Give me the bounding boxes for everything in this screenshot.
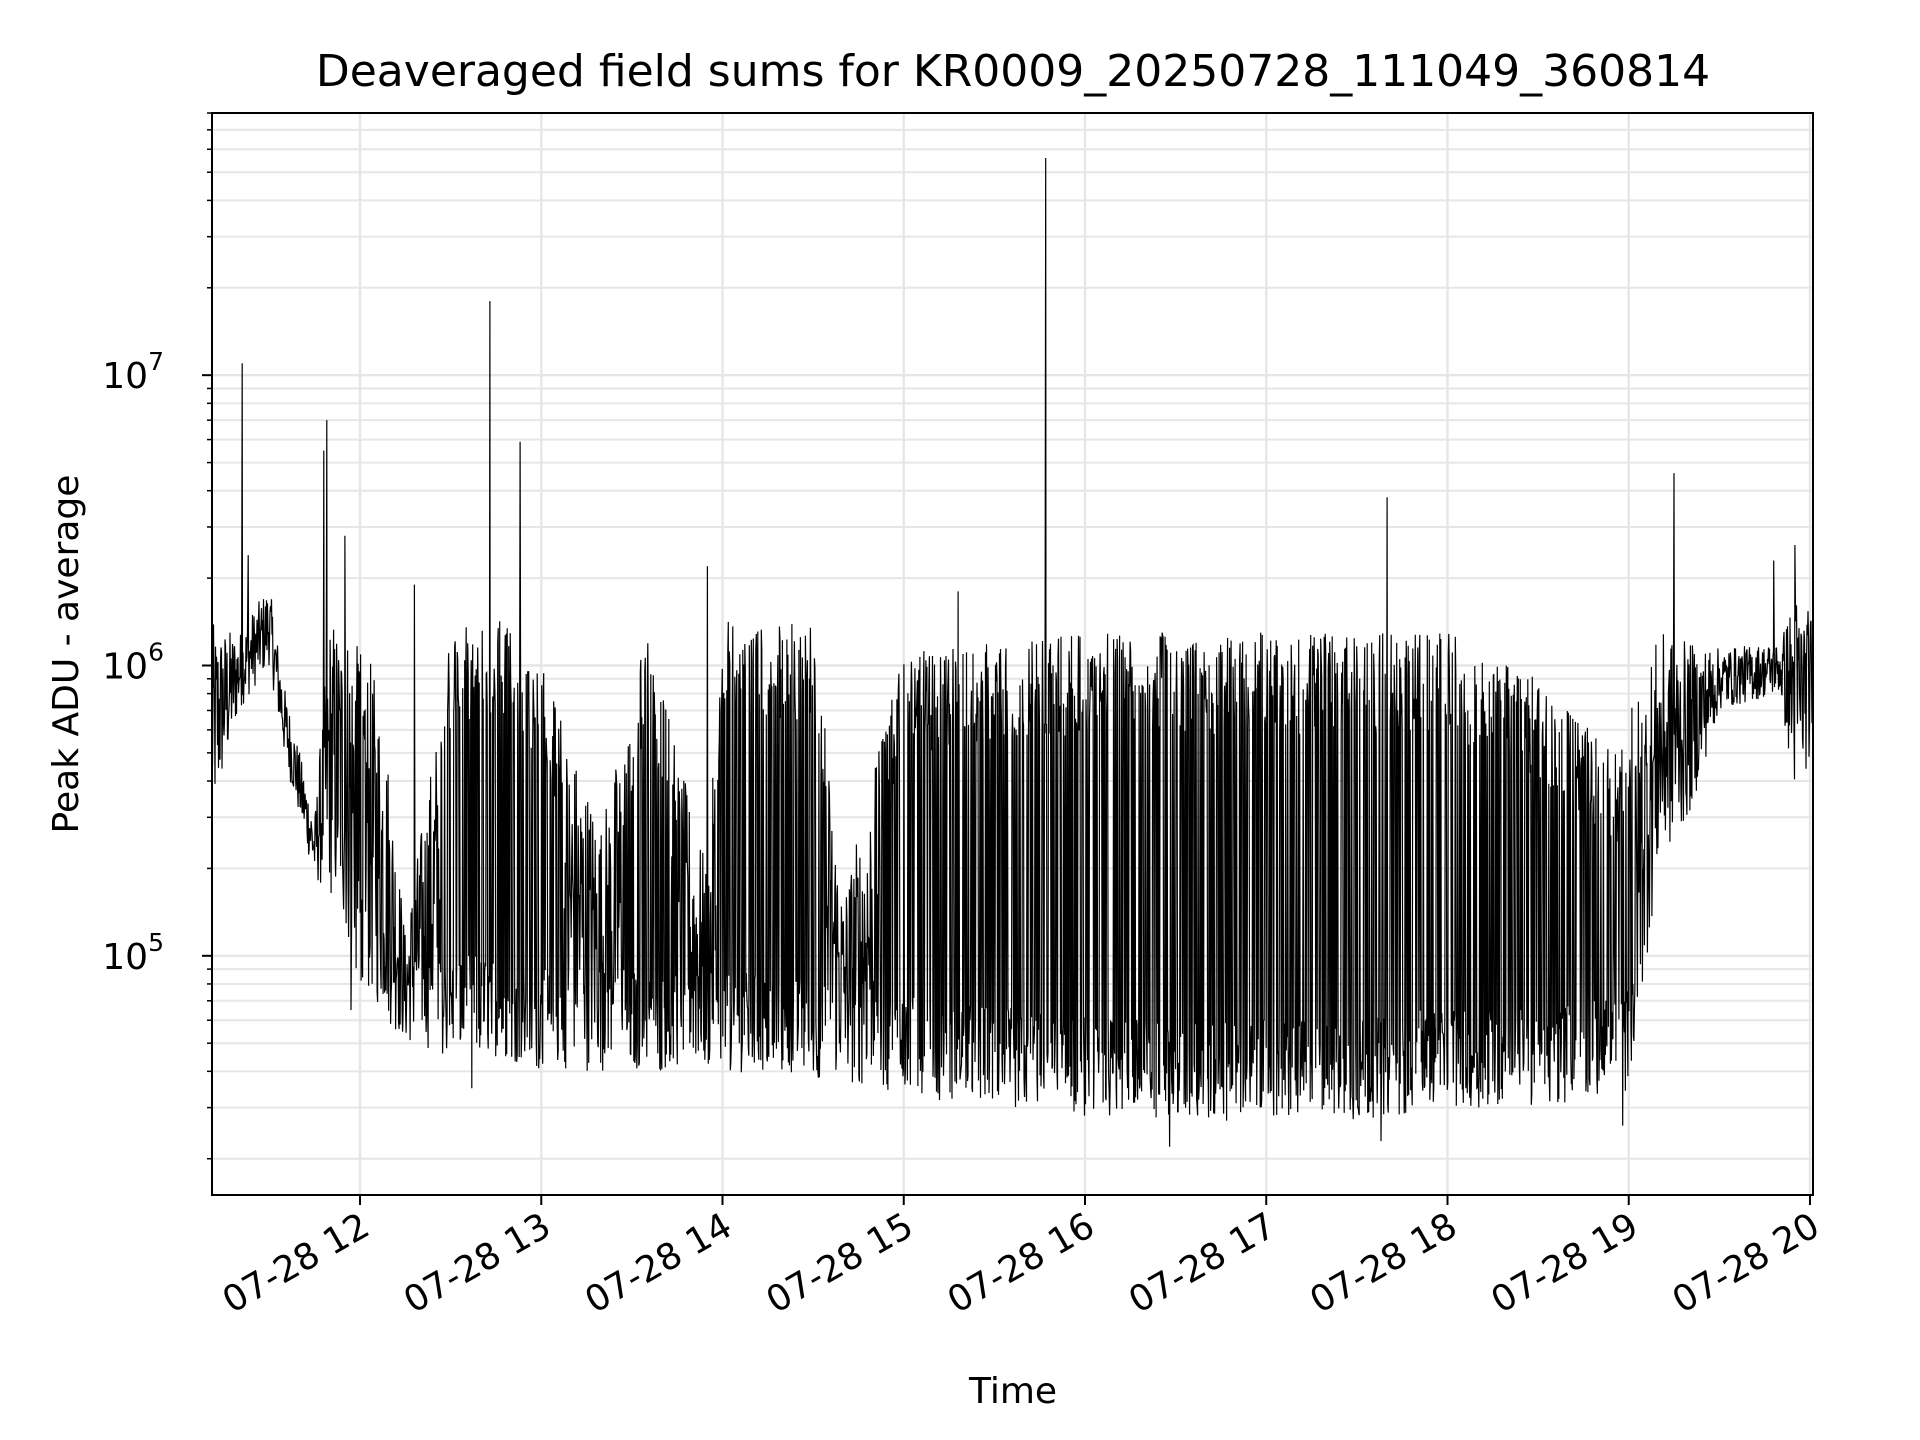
- plot-frame: [211, 112, 1814, 1196]
- y-tick-label: 106: [102, 637, 164, 687]
- chart-title: Deaveraged field sums for KR0009_2025072…: [316, 46, 1710, 97]
- series-peak-adu: [212, 157, 1813, 1147]
- x-axis-label: Time: [968, 1371, 1057, 1412]
- y-tick-label: 105: [102, 928, 164, 978]
- y-axis-label: Peak ADU - average: [46, 475, 87, 834]
- series-line: [212, 157, 1813, 1147]
- y-axis-ticks: 105 106 107: [102, 112, 212, 1160]
- y-tick-label: 107: [102, 347, 164, 397]
